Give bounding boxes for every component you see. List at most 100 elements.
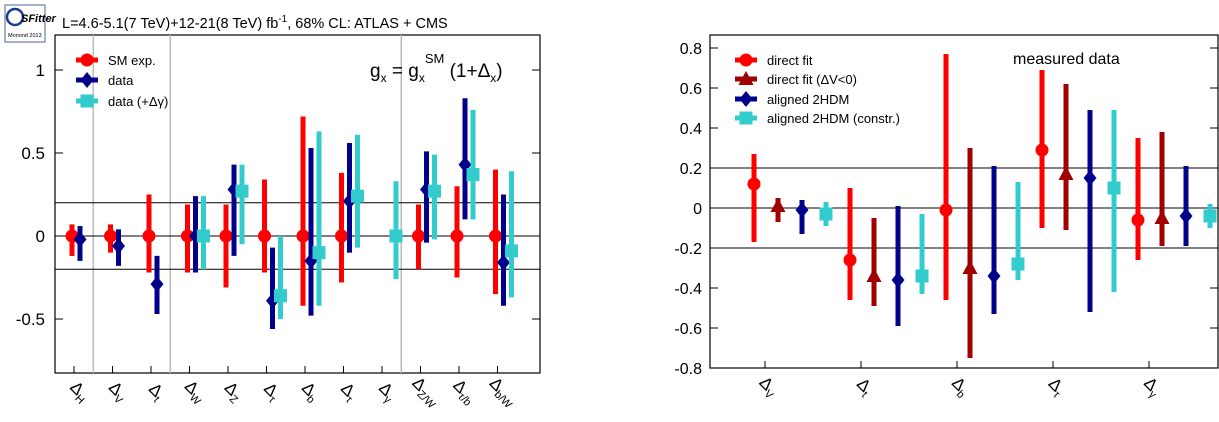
right-ytick-label-7: 0.6: [680, 81, 702, 98]
left-xtick-label-10: Δτ/b: [447, 376, 480, 409]
right-xtick-label-0-text: ΔV: [753, 373, 782, 402]
series3-cat3-point: [1083, 170, 1097, 186]
right-xtick-label-2: Δb: [948, 373, 969, 401]
right-ytick-label-2: -0.4: [674, 281, 702, 298]
series4-cat4-point: [1203, 209, 1217, 223]
left-legend-marker-1: [80, 72, 94, 88]
left-ytick-label-2: 0.5: [21, 144, 45, 163]
series2-cat2-point: [150, 276, 164, 293]
series4-cat3-point: [1107, 181, 1121, 195]
left-xtick-label-0-text: ΔH: [64, 378, 93, 407]
series3-cat4-point: [1179, 208, 1193, 224]
series1-cat7-point: [335, 229, 348, 243]
series3-cat7-point: [351, 189, 364, 203]
right-legend-label-0: direct fit: [767, 53, 813, 68]
right-legend-marker-0: [739, 53, 753, 67]
series1-cat0-point: [747, 177, 761, 191]
left-xtick-label-3-text: ΔW: [179, 377, 210, 408]
right-ytick-label-8: 0.8: [680, 41, 702, 58]
series2-cat4-point: [1154, 210, 1170, 224]
series3-cat3-point: [197, 229, 210, 243]
right-ytick-label-0: -0.8: [674, 361, 702, 378]
right-xtick-label-1-text: Δt: [851, 374, 877, 400]
right-ytick-label-5: 0.2: [680, 161, 702, 178]
right-legend-label-3: aligned 2HDM (constr.): [767, 111, 900, 126]
left-legend-label-0: SM exp.: [108, 53, 156, 68]
series2-cat0-point: [770, 198, 786, 212]
series1-cat1-point: [104, 229, 117, 243]
sfitter-logo-swirl: [5, 7, 25, 27]
left-xtick-label-10-text: Δτ/b: [447, 376, 480, 409]
series1-cat11-point: [489, 229, 502, 243]
right-plot-frame: [709, 34, 1219, 369]
left-xtick-label-7-text: Δτ: [335, 379, 362, 406]
series4-cat0-point: [819, 207, 833, 221]
series4-cat1-point: [915, 269, 929, 283]
series2-cat1-point: [866, 268, 882, 282]
series2-cat0-point: [73, 231, 87, 248]
right-legend-label-1: direct fit (ΔV<0): [767, 72, 857, 87]
series1-cat5-point: [258, 229, 271, 243]
left-legend-marker-2: [80, 94, 94, 108]
right-annotation: measured data: [1013, 51, 1120, 68]
left-ytick-label-3: 1: [36, 61, 45, 80]
left-xtick-label-7: Δτ: [335, 379, 362, 406]
left-xtick-label-0: ΔH: [64, 378, 93, 407]
right-xtick-label-0: ΔV: [753, 373, 782, 402]
series3-cat9-point: [428, 184, 441, 198]
left-formula: gx = gxSM (1+Δx): [370, 51, 503, 85]
left-ytick-label-1: 0: [36, 227, 45, 246]
left-xtick-label-2: Δt: [143, 379, 169, 405]
series2-cat3-point: [1058, 166, 1074, 180]
right-xtick-label-1: Δt: [851, 374, 877, 400]
series1-cat2-point: [939, 203, 953, 217]
left-xtick-label-2-text: Δt: [143, 379, 169, 405]
series1-cat2-point: [142, 229, 156, 243]
series1-cat3-point: [181, 229, 194, 243]
sfitter-logo-subtext: Moriond 2013: [8, 33, 42, 39]
series3-cat6-point: [312, 246, 326, 260]
series2-cat2-point: [962, 260, 978, 274]
series1-cat6-point: [296, 229, 310, 243]
left-xtick-label-9-text: ΔZ/W: [406, 373, 444, 411]
left-legend-marker-0: [80, 53, 94, 67]
series4-cat2-point: [1011, 257, 1025, 271]
right-ytick-label-6: 0.4: [680, 121, 702, 138]
series1-cat4-point: [1131, 213, 1145, 227]
sfitter-logo: [4, 4, 46, 43]
right-ytick-label-1: -0.6: [674, 321, 702, 338]
right-xtick-label-4-text: Δγ: [1138, 373, 1166, 401]
left-chart-title: L=4.6-5.1(7 TeV)+12-21(8 TeV) fb-1, 68% …: [62, 14, 448, 32]
left-xtick-label-5: Δτ: [260, 379, 281, 406]
right-legend-marker-1: [738, 71, 754, 85]
right-ytick-label-4: 0: [693, 201, 702, 218]
left-xtick-label-11: Δb/W: [486, 373, 515, 411]
sfitter-logo-text: SFitter: [21, 13, 57, 25]
series3-cat0-point: [795, 202, 809, 218]
series3-cat1-point: [891, 272, 905, 288]
series1-cat9-point: [412, 229, 425, 243]
left-xtick-label-6: Δb: [298, 378, 319, 406]
left-xtick-label-1-text: ΔV: [103, 378, 132, 407]
left-xtick-label-4: ΔZ: [219, 378, 248, 407]
left-legend-label-2: data (+Δγ): [108, 94, 168, 109]
right-xtick-label-3-text: Δτ: [1042, 374, 1069, 401]
left-xtick-label-4-text: ΔZ: [219, 378, 248, 407]
left-xtick-label-8: Δγ: [373, 378, 401, 406]
right-xtick-label-3: Δτ: [1042, 374, 1069, 401]
right-legend-marker-2: [739, 91, 753, 107]
series1-cat10-point: [450, 229, 464, 243]
left-plot-frame: [54, 34, 541, 374]
left-xtick-label-3: ΔW: [179, 377, 210, 408]
series2-cat11-point: [497, 254, 510, 271]
left-xtick-label-8-text: Δγ: [373, 378, 401, 406]
series3-cat8-point: [389, 229, 403, 243]
series1-cat4-point: [219, 229, 233, 243]
right-legend-label-2: aligned 2HDM: [767, 92, 849, 107]
series3-cat11-point: [505, 244, 518, 258]
series3-cat4-point: [235, 184, 249, 198]
series3-cat2-point: [987, 268, 1001, 284]
series1-cat1-point: [843, 253, 857, 267]
left-xtick-label-1: ΔV: [103, 378, 132, 407]
